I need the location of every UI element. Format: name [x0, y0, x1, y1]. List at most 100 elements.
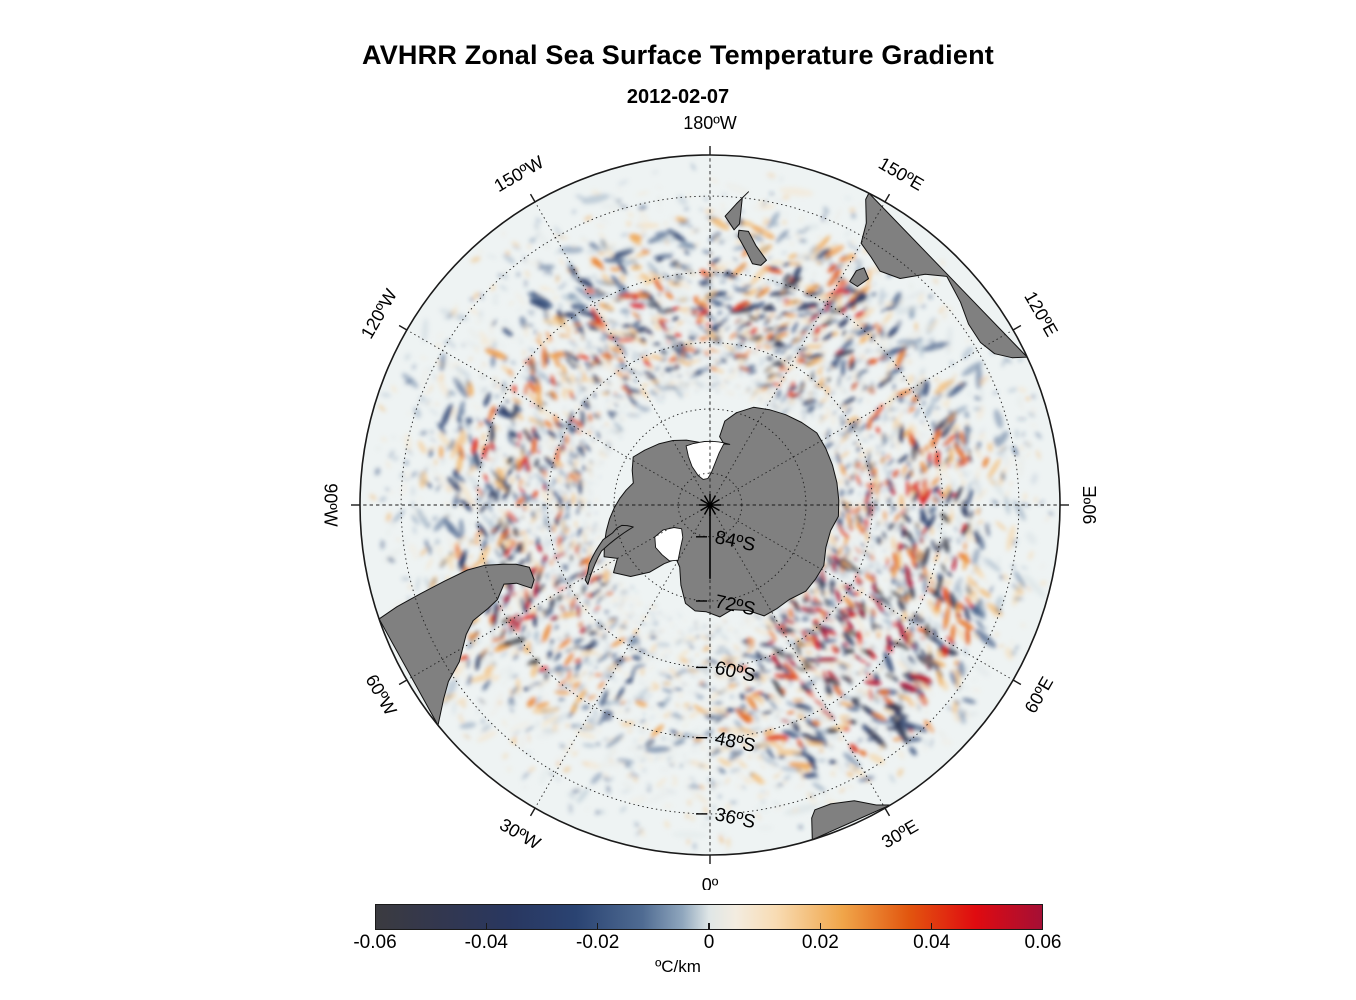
gradient-cell	[628, 327, 639, 335]
gradient-cell	[1023, 492, 1027, 500]
gradient-cell	[453, 473, 466, 484]
gradient-cell	[613, 421, 624, 432]
gradient-cell	[914, 429, 922, 444]
gradient-cell	[894, 529, 897, 533]
gradient-cell	[653, 278, 664, 293]
gradient-cell	[844, 333, 856, 341]
gradient-cell	[835, 280, 849, 286]
gradient-cell	[983, 558, 1002, 573]
gradient-cell	[535, 720, 541, 728]
gradient-cell	[758, 357, 766, 368]
gradient-cell	[686, 369, 696, 375]
gradient-cell	[796, 314, 808, 318]
gradient-cell	[514, 291, 526, 307]
gradient-cell	[888, 522, 895, 531]
gradient-cell	[542, 484, 546, 492]
gradient-cell	[728, 727, 742, 735]
gradient-cell	[773, 348, 782, 354]
gradient-cell	[440, 403, 453, 428]
gradient-cell	[786, 711, 795, 715]
gradient-cell	[505, 399, 509, 404]
gradient-cell	[810, 725, 827, 735]
gradient-cell	[502, 253, 516, 264]
gradient-cell	[760, 789, 765, 794]
gradient-cell	[625, 634, 639, 642]
gradient-cell	[901, 543, 910, 550]
gradient-cell	[897, 620, 907, 641]
gradient-cell	[637, 696, 644, 700]
gradient-cell	[694, 635, 700, 639]
gradient-cell	[725, 662, 738, 670]
gradient-cell	[521, 516, 524, 519]
gradient-cell	[927, 451, 932, 463]
gradient-cell	[989, 585, 994, 595]
gradient-cell	[452, 414, 455, 421]
gradient-cell	[578, 410, 582, 413]
gradient-speckle	[807, 378, 810, 381]
gradient-cell	[846, 655, 857, 668]
gradient-cell	[891, 534, 896, 546]
gradient-cell	[927, 319, 939, 332]
gradient-cell	[906, 289, 926, 300]
gradient-cell	[551, 581, 554, 586]
gradient-cell	[659, 695, 672, 709]
gradient-cell	[504, 533, 510, 541]
gradient-cell	[660, 350, 674, 357]
gradient-cell	[670, 729, 679, 736]
gradient-cell	[914, 375, 918, 384]
gradient-cell	[507, 425, 518, 435]
gradient-cell	[581, 585, 585, 595]
gradient-cell	[765, 748, 775, 760]
gradient-cell	[687, 330, 698, 337]
gradient-cell	[700, 354, 714, 359]
gradient-cell	[868, 561, 875, 568]
gradient-cell	[713, 266, 727, 271]
gradient-cell	[869, 592, 878, 598]
gradient-speckle	[527, 733, 531, 743]
gradient-cell	[588, 413, 592, 423]
gradient-cell	[697, 324, 705, 330]
gradient-cell	[836, 360, 842, 369]
gradient-cell	[764, 619, 774, 628]
gradient-cell	[800, 400, 804, 406]
gradient-cell	[966, 481, 972, 493]
gradient-cell	[710, 317, 716, 322]
gradient-cell	[888, 496, 892, 506]
gradient-cell	[861, 587, 863, 593]
gradient-cell	[976, 619, 984, 630]
gradient-cell	[733, 663, 741, 670]
gradient-cell	[582, 743, 596, 748]
gradient-cell	[842, 330, 847, 337]
gradient-cell	[715, 329, 726, 334]
gradient-cell	[762, 303, 773, 312]
gradient-cell	[503, 320, 509, 325]
gradient-cell	[463, 423, 472, 432]
gradient-cell	[463, 339, 481, 349]
gradient-cell	[841, 622, 846, 629]
gradient-cell	[838, 583, 844, 591]
gradient-cell	[879, 482, 883, 487]
gradient-cell	[506, 456, 514, 465]
gradient-cell	[593, 430, 597, 434]
gradient-cell	[1004, 646, 1014, 660]
gradient-cell	[551, 627, 555, 634]
gradient-cell	[978, 588, 991, 599]
gradient-cell	[757, 825, 774, 831]
gradient-cell	[790, 634, 796, 637]
gradient-cell	[942, 589, 947, 600]
gradient-cell	[855, 473, 861, 486]
gradient-cell	[783, 613, 789, 618]
gradient-cell	[817, 286, 824, 291]
gradient-cell	[492, 674, 500, 682]
gradient-cell	[542, 464, 548, 473]
gradient-cell	[815, 751, 822, 756]
gradient-cell	[608, 685, 617, 694]
gradient-cell	[848, 483, 852, 490]
gradient-cell	[747, 341, 755, 345]
gradient-cell	[562, 564, 566, 568]
gradient-cell	[839, 405, 843, 408]
gradient-cell	[897, 750, 905, 760]
gradient-cell	[819, 616, 822, 620]
gradient-cell	[684, 207, 689, 211]
